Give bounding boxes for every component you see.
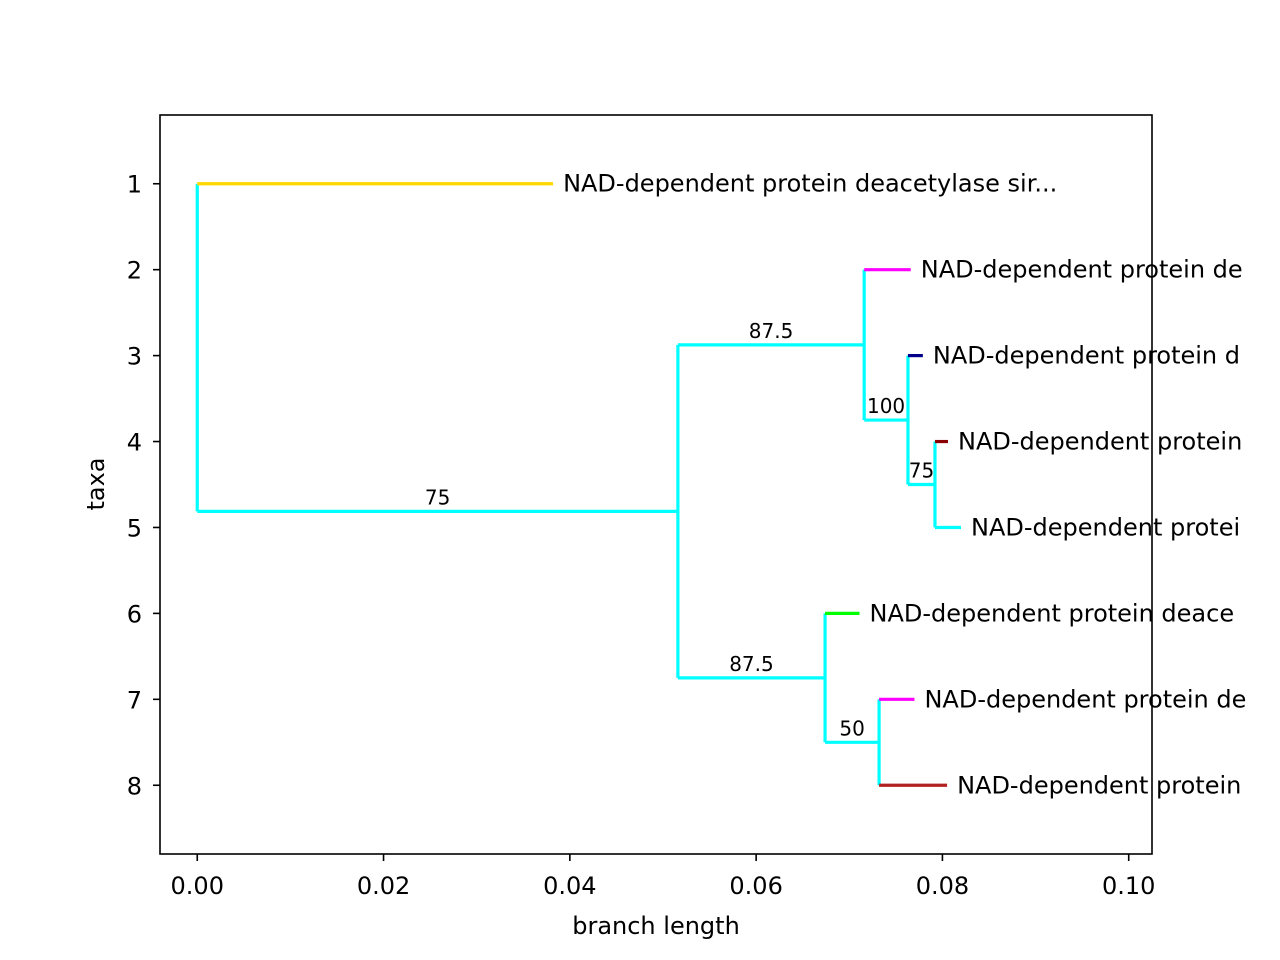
y-tick-label: 3	[127, 343, 142, 371]
plot-frame	[159, 114, 1153, 855]
leaf-label-layer: NAD-dependent protein deacetylase sir...…	[563, 170, 1246, 800]
x-tick-label: 0.10	[1102, 872, 1155, 900]
y-tick-label: 2	[127, 257, 142, 285]
y-tick-label: 5	[127, 514, 142, 542]
leaf-label: NAD-dependent protein d	[933, 342, 1240, 370]
support-value: 75	[909, 459, 934, 483]
y-axis-label: taxa	[82, 457, 110, 510]
leaf-label: NAD-dependent protein	[958, 428, 1242, 456]
branch-layer	[195, 183, 937, 786]
support-layer: 75 87.5 100 75 87.5 50	[425, 319, 934, 740]
y-axis: 1 2 3 4 5 6 7 8	[127, 171, 160, 800]
support-value: 100	[867, 394, 905, 418]
x-tick-label: 0.06	[729, 872, 782, 900]
x-tick-label: 0.08	[916, 872, 969, 900]
leaf-label: NAD-dependent protein de	[921, 256, 1243, 284]
y-tick-label: 1	[127, 171, 142, 199]
x-axis-label: branch length	[572, 912, 740, 940]
support-value: 87.5	[729, 652, 774, 676]
x-tick-label: 0.02	[357, 872, 410, 900]
y-tick-label: 4	[127, 429, 142, 457]
leaf-label: NAD-dependent protein	[957, 771, 1241, 799]
x-axis: 0.00 0.02 0.04 0.06 0.08 0.10	[171, 854, 1155, 900]
leaf-label: NAD-dependent protein deace	[870, 599, 1235, 627]
x-tick-label: 0.04	[543, 872, 596, 900]
y-tick-label: 7	[127, 686, 142, 714]
y-tick-label: 8	[127, 772, 142, 800]
support-value: 75	[425, 485, 450, 509]
leaf-label: NAD-dependent protei	[971, 513, 1240, 541]
leaf-label: NAD-dependent protein de	[924, 685, 1246, 713]
leaf-branch-layer	[197, 182, 962, 787]
y-tick-label: 6	[127, 600, 142, 628]
support-value: 50	[839, 716, 864, 740]
support-value: 87.5	[749, 319, 794, 343]
x-tick-label: 0.00	[171, 872, 224, 900]
leaf-label: NAD-dependent protein deacetylase sir...	[563, 170, 1057, 198]
